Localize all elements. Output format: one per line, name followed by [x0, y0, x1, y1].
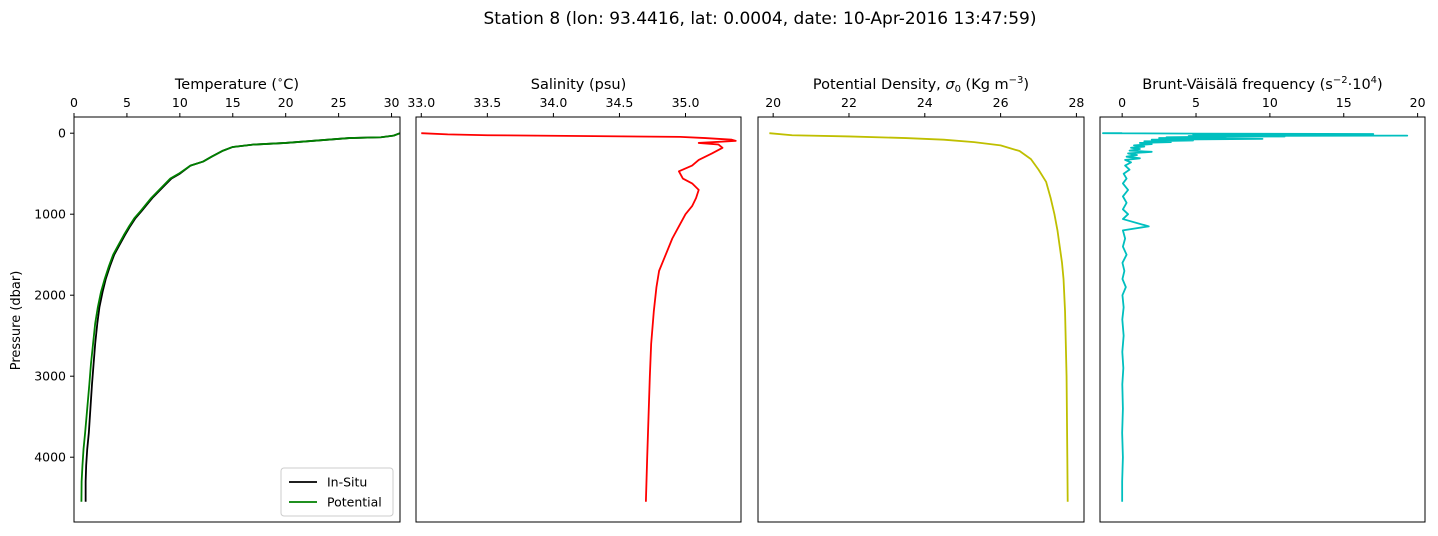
x-tick-label: 5: [1192, 95, 1200, 110]
panel-title: Temperature (∘C): [174, 75, 299, 93]
y-tick-label: 4000: [34, 450, 66, 465]
legend: In-Situ Potential: [280, 467, 394, 517]
x-tick-label: 10: [1262, 95, 1278, 110]
panel-1: 0 5 10 15 20 25 30 0 1000 2000 3000 4000 Pressure (d…: [9, 75, 401, 523]
y-tick-label: 0: [58, 126, 66, 141]
x-tick-label: 28: [1068, 95, 1084, 110]
legend-box: [280, 467, 394, 517]
x-tick-label: 33.0: [407, 95, 435, 110]
series-group: [769, 132, 1069, 502]
panel-2: 33.0 33.5 34.0 34.5 35.0 Salinity (psu): [407, 77, 742, 523]
series-line-potential: [80, 132, 400, 502]
figure-title: Station 8 (lon: 93.4416, lat: 0.0004, da…: [483, 9, 1036, 29]
x-tick-label: 26: [993, 95, 1009, 110]
x-tick-label: 35.0: [672, 95, 700, 110]
x-tick-label: 10: [172, 95, 188, 110]
axes-frame: [415, 116, 742, 523]
y-tick-label: 2000: [34, 288, 66, 303]
y-tick-label: 1000: [34, 207, 66, 222]
x-tick-label: 0: [1118, 95, 1126, 110]
panel-3: 20 22 24 26 28 Potential Density, σ0 (Kg m−3): [757, 75, 1085, 523]
axes-frame: [757, 116, 1085, 523]
panel-title: Potential Density, σ0 (Kg m−3): [813, 75, 1029, 95]
x-tick-label: 5: [123, 95, 131, 110]
x-tick-label: 33.5: [473, 95, 501, 110]
series-line-density: [769, 132, 1069, 502]
legend-label: Potential: [327, 495, 382, 510]
x-tick-label: 24: [917, 95, 933, 110]
panel-title: Salinity (psu): [531, 77, 627, 93]
y-tick-label: 3000: [34, 369, 66, 384]
axes-frame: [73, 116, 401, 523]
y-axis-label: Pressure (dbar): [9, 271, 24, 371]
series-line-salinity: [421, 132, 737, 502]
series-group: [421, 132, 737, 502]
legend-label: In-Situ: [327, 475, 367, 490]
x-tick-label: 34.5: [606, 95, 634, 110]
x-tick-label: 20: [1410, 95, 1426, 110]
x-tick-label: 20: [278, 95, 294, 110]
x-tick-label: 34.0: [539, 95, 567, 110]
x-tick-label: 22: [841, 95, 857, 110]
series-group: [1102, 132, 1409, 502]
x-tick-label: 30: [384, 95, 400, 110]
x-tick-label: 25: [331, 95, 347, 110]
axes-frame: [1099, 116, 1426, 523]
series-line-bvf: [1102, 132, 1409, 502]
x-tick-label: 0: [70, 95, 78, 110]
panel-title: Brunt-Väisälä frequency (s−2·104): [1142, 75, 1382, 93]
panel-4: 0 5 10 15 20 Brunt-Väisälä frequency (s−2·104…: [1099, 75, 1426, 523]
x-tick-label: 20: [765, 95, 781, 110]
x-tick-label: 15: [225, 95, 241, 110]
series-group: [80, 132, 400, 502]
x-tick-label: 15: [1336, 95, 1352, 110]
panels: 0 5 10 15 20 25 30 0 1000 2000 3000 4000 Pressure (d…: [9, 75, 1426, 523]
